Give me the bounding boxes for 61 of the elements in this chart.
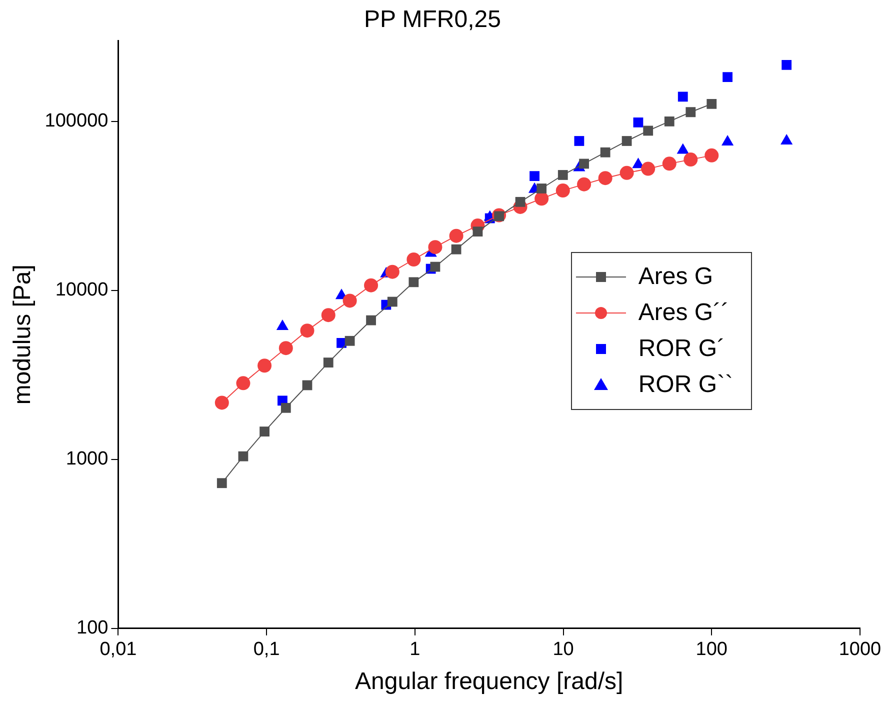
point <box>620 166 634 180</box>
point <box>622 136 632 146</box>
point <box>577 177 592 192</box>
point <box>598 171 612 186</box>
point <box>449 228 464 243</box>
point <box>236 376 250 390</box>
legend-label: ROR G`` <box>638 371 733 399</box>
point <box>684 152 698 167</box>
point <box>408 277 419 288</box>
point <box>302 380 312 390</box>
y-tick-label: 100 <box>76 618 108 639</box>
point <box>366 315 376 326</box>
legend-label: Ares G <box>638 263 714 291</box>
point <box>515 196 526 207</box>
legend-label: ROR G´ <box>638 335 726 363</box>
point <box>641 162 656 176</box>
point <box>664 116 674 126</box>
x-axis-title: Angular frequency [rad/s] <box>355 668 624 696</box>
point <box>662 156 676 171</box>
legend-label: Ares G´´ <box>638 299 730 327</box>
point <box>364 278 378 292</box>
point <box>300 324 314 338</box>
point <box>430 262 440 272</box>
point <box>579 158 589 169</box>
y-axis-title: modulus [Pa] <box>9 264 36 405</box>
point <box>686 107 696 118</box>
point <box>385 264 400 279</box>
point <box>558 170 568 180</box>
point <box>216 478 227 488</box>
point <box>600 147 610 158</box>
point <box>428 240 442 254</box>
point <box>238 451 248 462</box>
point <box>278 341 293 356</box>
x-tick-label: 0,1 <box>253 639 280 660</box>
point <box>323 358 334 368</box>
point <box>706 98 717 109</box>
y-tick-label: 1000 <box>66 448 108 470</box>
point <box>387 296 398 307</box>
point <box>451 244 462 254</box>
x-tick-label: 1000 <box>838 639 882 660</box>
chart-title: PP MFR0,25 <box>364 6 501 34</box>
x-tick-label: 10 <box>552 639 574 660</box>
point <box>704 148 719 162</box>
point <box>258 358 272 373</box>
y-tick-label: 10000 <box>55 280 108 301</box>
x-tick-label: 1 <box>410 639 420 660</box>
point <box>344 336 355 346</box>
x-tick-label: 100 <box>696 639 728 660</box>
point <box>472 226 483 237</box>
x-tick-label: 0,01 <box>100 639 137 660</box>
point <box>536 184 547 194</box>
point <box>214 396 229 410</box>
point <box>342 294 357 308</box>
point <box>260 426 270 436</box>
point <box>406 252 421 266</box>
point <box>556 184 570 198</box>
y-tick-label: 100000 <box>44 110 108 132</box>
point <box>643 126 654 136</box>
point <box>534 192 549 206</box>
point <box>321 308 336 322</box>
point <box>280 402 291 413</box>
